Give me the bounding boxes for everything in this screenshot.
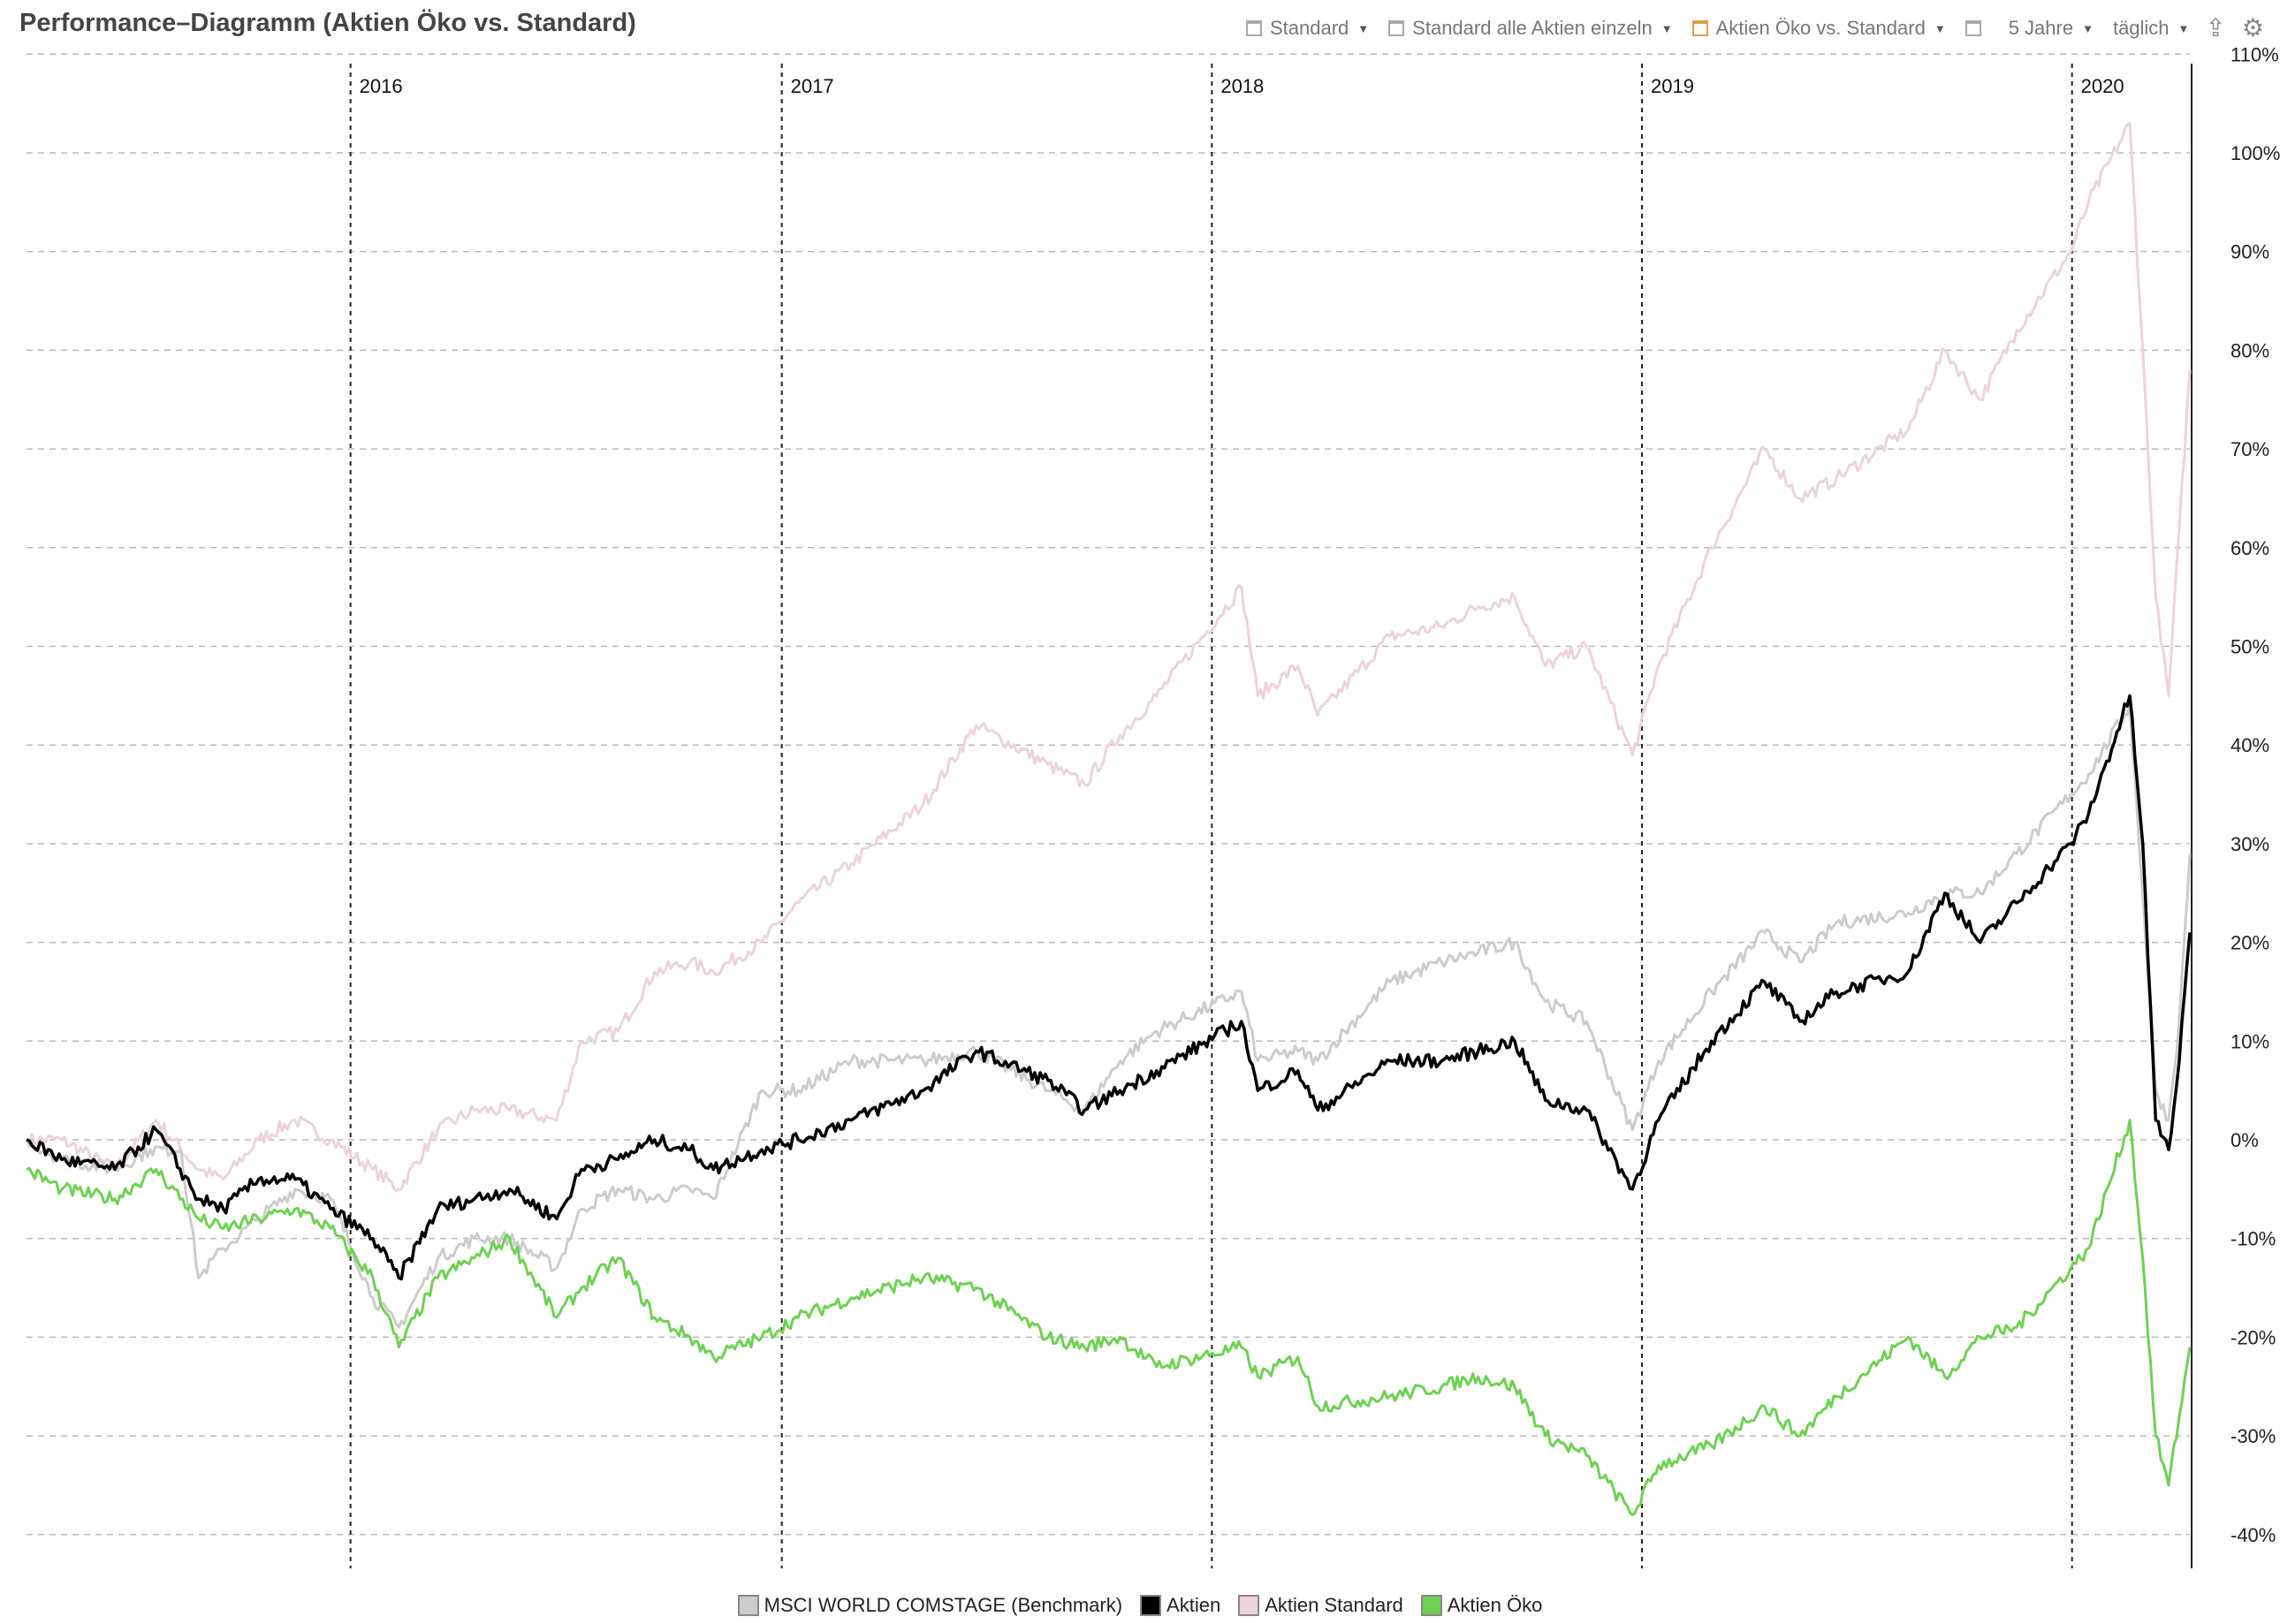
series-line xyxy=(26,1119,2192,1516)
legend-label: Aktien Öko xyxy=(1447,1594,1543,1616)
legend-label: Aktien Standard xyxy=(1265,1594,1403,1616)
horizontal-gridlines xyxy=(27,53,2190,1536)
y-tick-label: -10% xyxy=(2231,1228,2276,1250)
year-separators xyxy=(349,64,2073,1568)
legend-item-aktien-oeko[interactable]: Aktien Öko xyxy=(1420,1594,1543,1617)
caret-down-icon: ▼ xyxy=(1357,21,1370,35)
year-label: 2020 xyxy=(2081,75,2124,97)
caret-down-icon: ▼ xyxy=(2177,21,2190,35)
y-tick-label: 40% xyxy=(2231,734,2269,756)
legend-label: Aktien xyxy=(1167,1594,1221,1616)
interval-select[interactable]: täglich ▼ xyxy=(2113,17,2189,40)
series-line xyxy=(26,694,2192,1281)
view-oeko-vs-standard-label: Aktien Öko vs. Standard xyxy=(1715,17,1926,39)
caret-down-icon: ▼ xyxy=(1661,21,1673,35)
view-oeko-vs-standard-button[interactable]: Aktien Öko vs. Standard ▼ xyxy=(1691,17,1946,40)
series-lines xyxy=(25,122,2192,1516)
year-label: 2016 xyxy=(360,75,403,97)
y-tick-label: 100% xyxy=(2231,142,2280,164)
legend-item-aktien-standard[interactable]: Aktien Standard xyxy=(1238,1594,1403,1617)
y-tick-label: 80% xyxy=(2231,339,2269,361)
y-tick-label: 50% xyxy=(2231,636,2269,658)
legend-swatch xyxy=(1420,1595,1442,1616)
y-tick-label: 70% xyxy=(2231,438,2269,460)
y-tick-label: 110% xyxy=(2231,43,2279,65)
chart-header: Performance–Diagramm (Aktien Öko vs. Sta… xyxy=(0,0,2280,55)
y-tick-label: 90% xyxy=(2231,241,2269,263)
gear-icon[interactable]: ⚙ xyxy=(2241,14,2264,42)
view-standard-button[interactable]: Standard ▼ xyxy=(1246,17,1369,40)
legend-swatch xyxy=(737,1595,759,1616)
legend-swatch xyxy=(1238,1595,1260,1616)
year-label: 2018 xyxy=(1220,75,1264,97)
view-standard-label: Standard xyxy=(1270,17,1349,39)
window-icon xyxy=(1691,20,1708,36)
chart-legend: MSCI WORLD COMSTAGE (Benchmark) Aktien A… xyxy=(0,1588,2280,1623)
y-tick-label: 30% xyxy=(2231,833,2269,855)
year-labels: 2016 2017 2018 2019 2020 xyxy=(360,75,2124,97)
chart-title: Performance–Diagramm (Aktien Öko vs. Sta… xyxy=(19,9,636,37)
legend-item-aktien[interactable]: Aktien xyxy=(1140,1594,1220,1617)
caret-down-icon: ▼ xyxy=(1934,21,1946,35)
add-view-button[interactable] xyxy=(1965,20,1989,36)
upload-icon[interactable]: ⇪ xyxy=(2205,14,2226,42)
interval-label: täglich xyxy=(2112,17,2170,39)
view-standard-all-button[interactable]: Standard alle Aktien einzeln ▼ xyxy=(1388,17,1673,40)
series-line xyxy=(25,122,2192,1193)
window-icon xyxy=(1388,20,1405,36)
y-tick-label: 0% xyxy=(2231,1129,2259,1151)
y-tick-label: 10% xyxy=(2231,1030,2269,1052)
caret-down-icon: ▼ xyxy=(2082,21,2094,35)
period-select[interactable]: 5 Jahre ▼ xyxy=(2009,17,2094,40)
legend-label: MSCI WORLD COMSTAGE (Benchmark) xyxy=(764,1594,1123,1616)
y-tick-label: -20% xyxy=(2231,1326,2276,1348)
view-standard-all-label: Standard alle Aktien einzeln xyxy=(1412,17,1653,39)
add-window-icon xyxy=(1965,20,1981,36)
year-label: 2019 xyxy=(1651,75,1694,97)
y-tick-label: 60% xyxy=(2231,537,2269,559)
series-line xyxy=(25,704,2192,1329)
y-axis-ticks: -40% -30% -20% -10% 0% 10% 20% 30% 40% 50% 60% 70% 8… xyxy=(2231,43,2280,1546)
legend-swatch xyxy=(1140,1595,1162,1616)
chart-toolbar: Standard ▼ Standard alle Aktien einzeln … xyxy=(1227,12,2264,44)
y-tick-label: -30% xyxy=(2231,1425,2276,1447)
y-tick-label: 20% xyxy=(2231,932,2269,954)
period-label: 5 Jahre xyxy=(2008,17,2074,39)
y-tick-label: -40% xyxy=(2231,1524,2276,1546)
window-icon xyxy=(1246,20,1262,36)
legend-item-benchmark[interactable]: MSCI WORLD COMSTAGE (Benchmark) xyxy=(737,1594,1123,1617)
year-label: 2017 xyxy=(791,75,834,97)
